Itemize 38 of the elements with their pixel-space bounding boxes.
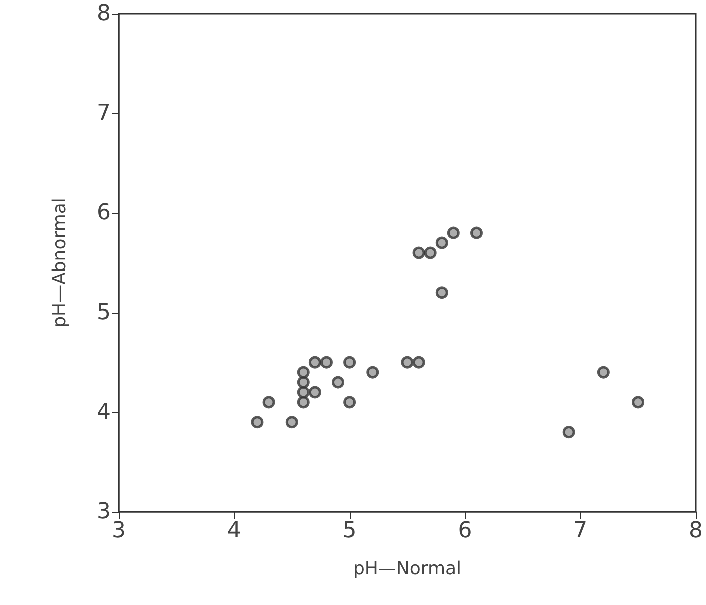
point (262, 396, 276, 409)
y-tick-label: 3 (97, 500, 111, 524)
point (332, 376, 345, 389)
point (308, 386, 322, 399)
point (436, 286, 448, 300)
point (344, 396, 356, 409)
x-axis-title: pH—Normal (353, 558, 462, 580)
point (320, 356, 333, 369)
point (424, 246, 437, 260)
x-tick-label: 4 (227, 518, 242, 544)
point (251, 416, 264, 429)
point (344, 356, 356, 369)
point (297, 366, 310, 379)
x-tick-label: 7 (574, 518, 588, 544)
point (412, 246, 426, 260)
y-axis-title: pH—Abnormal (50, 198, 70, 328)
point (286, 416, 298, 429)
point (366, 366, 380, 379)
y-tick-label: 5 (97, 300, 111, 326)
point (597, 366, 610, 379)
point (447, 226, 460, 240)
point (297, 386, 310, 399)
point (297, 376, 310, 389)
x-tick-label: 6 (458, 518, 472, 544)
point (436, 236, 448, 250)
x-tick-label: 8 (689, 518, 703, 544)
y-tick-label: 7 (97, 101, 111, 126)
point (412, 356, 426, 369)
point (470, 226, 483, 240)
x-tick-label: 5 (342, 518, 357, 544)
y-tick-label: 8 (97, 2, 111, 26)
point (632, 396, 645, 409)
y-tick-label: 6 (97, 200, 111, 226)
point (297, 396, 310, 409)
y-tick-label: 4 (97, 400, 111, 425)
point (308, 356, 322, 369)
point (401, 356, 414, 369)
point (562, 426, 576, 439)
